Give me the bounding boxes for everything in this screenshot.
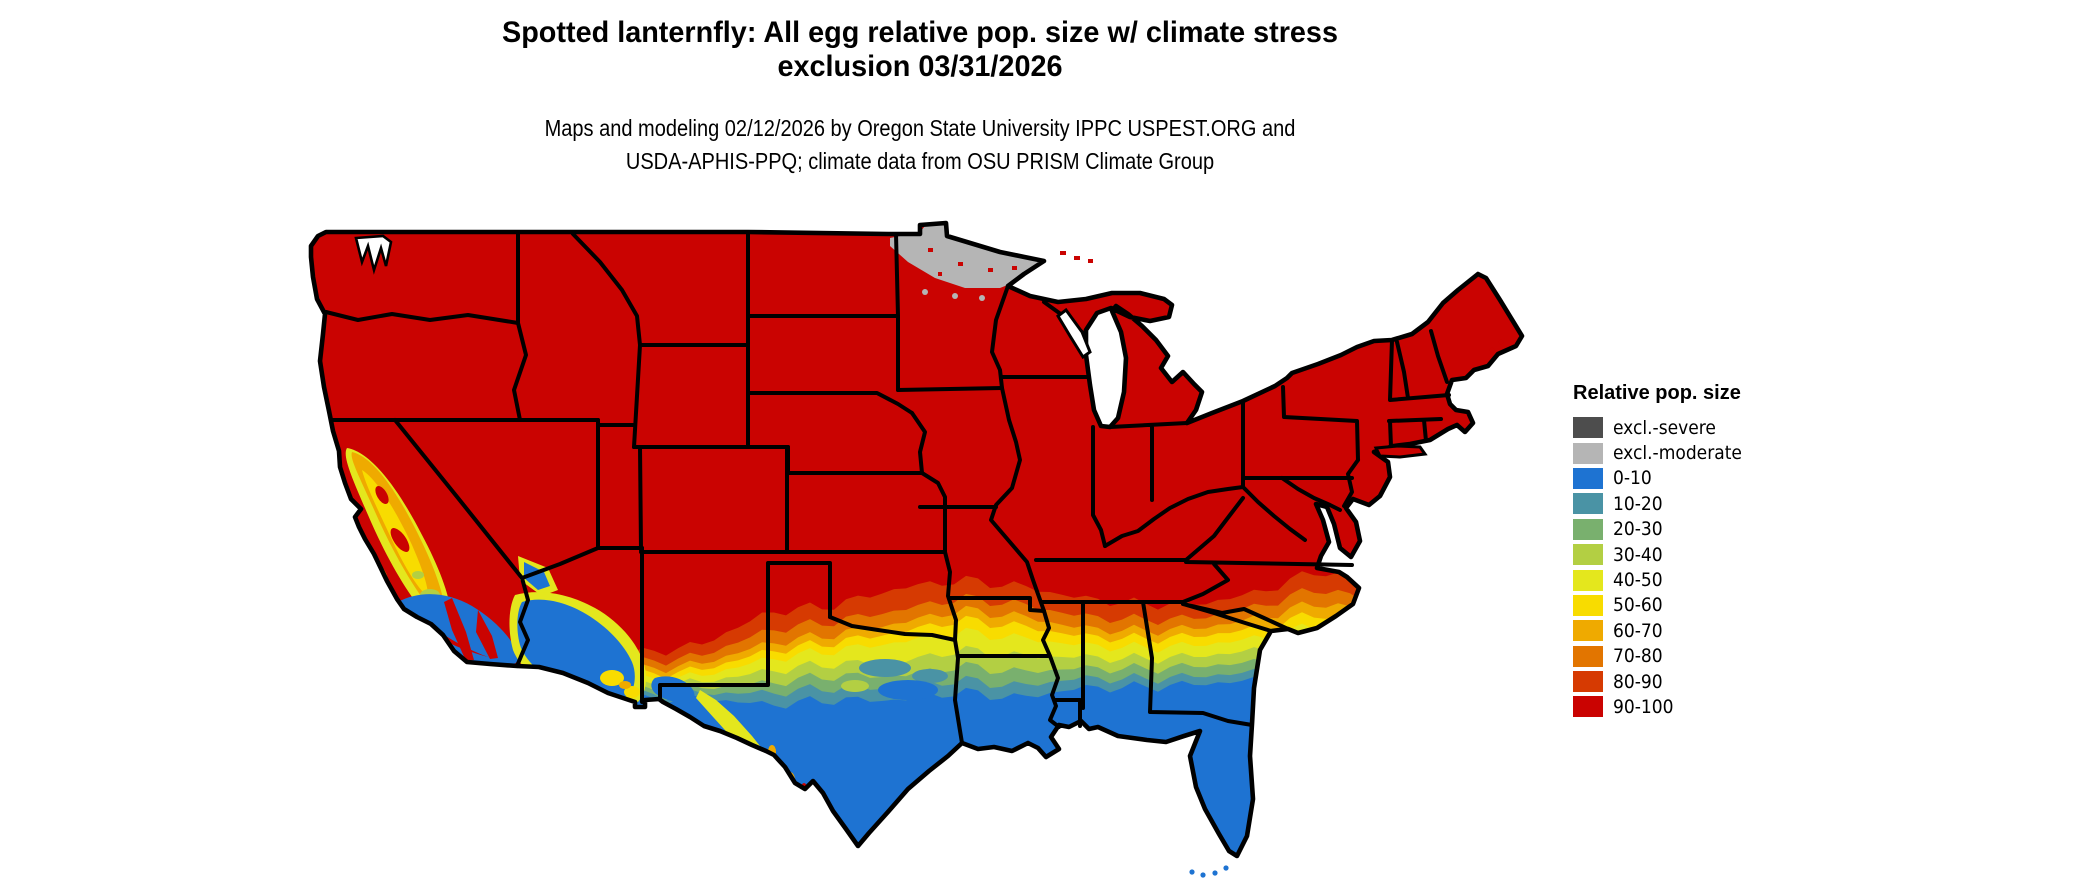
legend-label: 70-80: [1613, 645, 1663, 668]
southern-gradient-bands: [630, 571, 1430, 856]
map-fill-layer: [311, 223, 1522, 856]
band-c10: [630, 658, 1430, 856]
legend-item-excl.-moderate: excl.-moderate: [1573, 440, 1833, 465]
legend-title: Relative pop. size: [1573, 382, 1741, 404]
lake-superior-islands: [1060, 251, 1093, 263]
legend-label: 10-20: [1613, 492, 1663, 515]
legend-item-70-80: 70-80: [1573, 644, 1833, 669]
legend-swatch: [1573, 467, 1603, 489]
legend-swatch: [1573, 594, 1603, 616]
map-title-line2: exclusion 03/31/2026: [777, 50, 1063, 83]
maine-coast-islands: [1489, 339, 1504, 353]
long-island: [1373, 444, 1428, 459]
legend-label: excl.-moderate: [1613, 442, 1742, 465]
legend-item-excl.-severe: excl.-severe: [1573, 415, 1833, 440]
legend-item-0-10: 0-10: [1573, 466, 1833, 491]
legend-item-40-50: 40-50: [1573, 567, 1833, 592]
legend-item-80-90: 80-90: [1573, 669, 1833, 694]
legend-label: 40-50: [1613, 569, 1663, 592]
puget-sound-inlet: [354, 234, 393, 275]
legend-item-30-40: 30-40: [1573, 542, 1833, 567]
legend-item-90-100: 90-100: [1573, 694, 1833, 719]
legend: Relative pop. size excl.-severe excl.-mod…: [1573, 382, 1833, 720]
legend-swatch: [1573, 696, 1603, 718]
minnesota-exclusion: [890, 224, 1043, 301]
legend-swatch: [1573, 671, 1603, 693]
legend-label: 50-60: [1613, 594, 1663, 617]
legend-item-10-20: 10-20: [1573, 491, 1833, 516]
state-borders: [324, 230, 1451, 745]
legend-swatch: [1573, 417, 1603, 439]
legend-swatch: [1573, 518, 1603, 540]
legend-item-50-60: 50-60: [1573, 593, 1833, 618]
map-subtitle-line1: Maps and modeling 02/12/2026 by Oregon S…: [544, 115, 1296, 141]
legend-swatch: [1573, 442, 1603, 464]
legend-item-60-70: 60-70: [1573, 618, 1833, 643]
legend-swatch: [1573, 620, 1603, 642]
legend-label: 30-40: [1613, 543, 1663, 566]
map-title: Spotted lanternfly: All egg relative pop…: [277, 16, 1563, 84]
legend-swatch: [1573, 569, 1603, 591]
legend-label: 60-70: [1613, 619, 1663, 642]
map-subtitle: Maps and modeling 02/12/2026 by Oregon S…: [337, 112, 1503, 178]
legend-items: excl.-severe excl.-moderate 0-10 10-20 20-30…: [1573, 415, 1833, 720]
map-title-line1: Spotted lanternfly: All egg relative pop…: [502, 16, 1338, 49]
legend-item-20-30: 20-30: [1573, 517, 1833, 542]
legend-swatch: [1573, 493, 1603, 515]
legend-swatch: [1573, 544, 1603, 566]
legend-label: 80-90: [1613, 670, 1663, 693]
legend-label: 90-100: [1613, 695, 1674, 718]
green-bay-inlet: [1056, 307, 1092, 360]
legend-swatch: [1573, 645, 1603, 667]
legend-label: 0-10: [1613, 467, 1652, 490]
legend-label: 20-30: [1613, 518, 1663, 541]
legend-label: excl.-severe: [1613, 416, 1716, 439]
map-subtitle-line2: USDA-APHIS-PPQ; climate data from OSU PR…: [625, 148, 1215, 174]
florida-keys: [1189, 865, 1229, 878]
